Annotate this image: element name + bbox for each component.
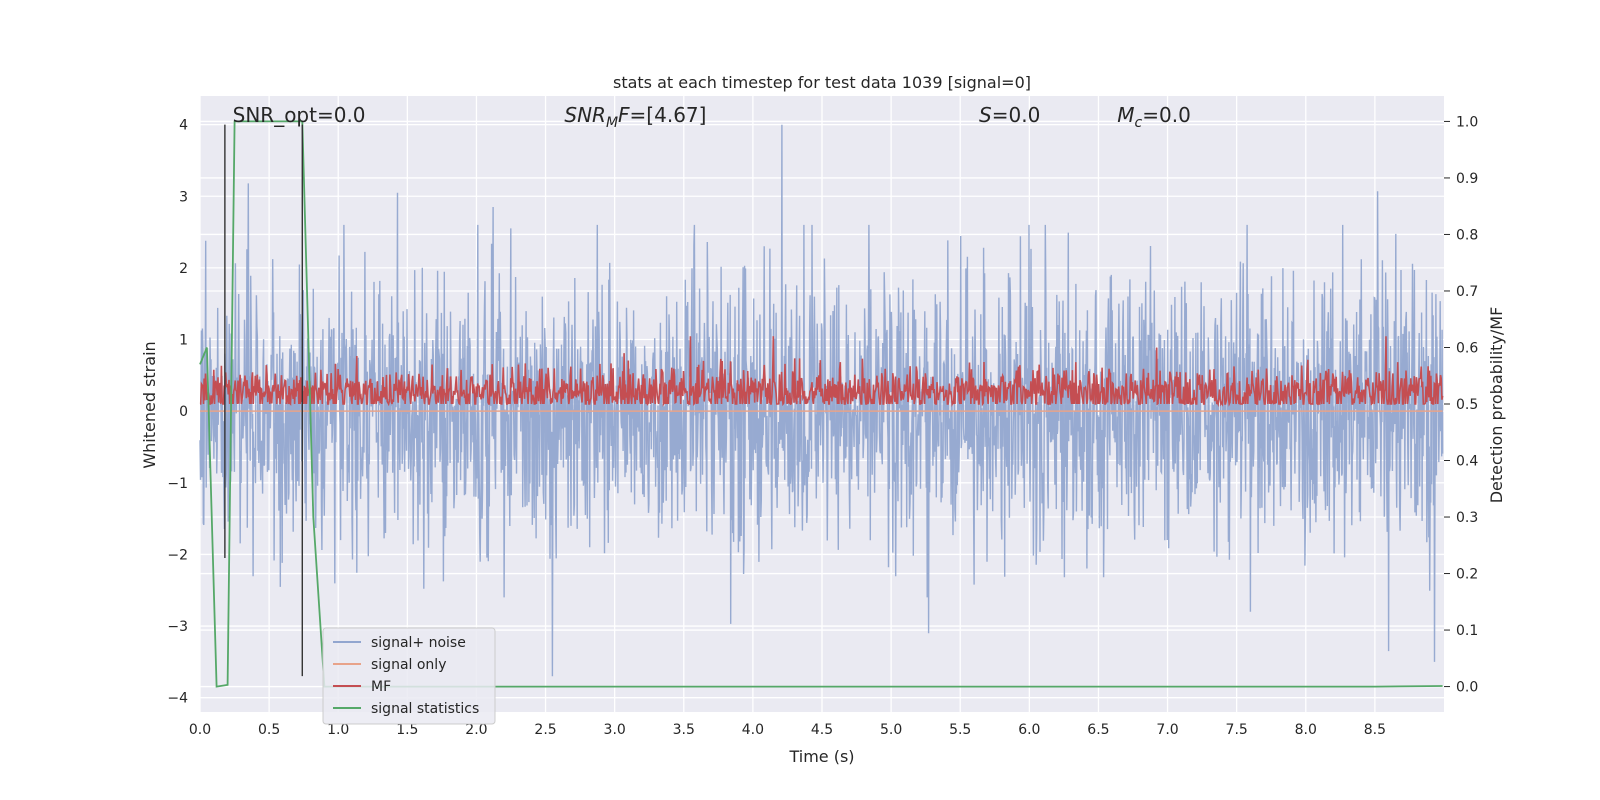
x-axis-label: Time (s) [788,747,854,766]
x-tick-label: 2.5 [534,722,556,738]
annotation-snr-opt: SNR_opt=0.0 [233,103,366,127]
x-tick-label: 7.5 [1226,722,1248,738]
y2-tick-label: 0.2 [1456,567,1478,583]
y2-tick-label: 0.1 [1456,623,1478,639]
y-tick-label: −1 [167,476,188,492]
y-tick-label: 4 [179,118,188,134]
y2-tick-labels: 0.0 0.1 0.2 0.3 0.4 0.5 0.6 0.7 0.8 0.9 1.0 [1444,114,1478,696]
x-tick-label: 6.0 [1018,722,1040,738]
legend-label: MF [371,679,391,695]
x-tick-label: 5.5 [949,722,971,738]
legend-label: signal+ noise [371,635,466,651]
x-tick-label: 3.0 [604,722,626,738]
x-tick-label: 5.0 [880,722,902,738]
y2-tick-label: 0.4 [1456,454,1478,470]
y2-tick-label: 0.7 [1456,284,1478,300]
x-tick-label: 0.0 [189,722,211,738]
y-tick-label: 1 [179,333,188,349]
y2-tick-label: 0.8 [1456,227,1478,243]
chart-title: stats at each timestep for test data 103… [613,73,1031,92]
y-tick-label: −2 [167,547,188,563]
y2-axis-label: Detection probability/MF [1487,307,1506,504]
x-tick-label: 8.5 [1364,722,1386,738]
x-tick-label: 0.5 [258,722,280,738]
y-tick-label: 0 [179,404,188,420]
y-tick-label: −3 [167,619,188,635]
x-tick-label: 1.5 [396,722,418,738]
legend-box [322,627,496,725]
legend-label: signal statistics [371,701,479,717]
annotation-mc-val: Mc=0.0 [1117,103,1191,131]
y2-tick-label: 0.6 [1456,340,1478,356]
y-tick-label: 3 [179,189,188,205]
y-tick-label: −4 [167,691,188,707]
y2-tick-label: 0.3 [1456,510,1478,526]
y2-tick-label: 0.9 [1456,171,1478,187]
y-axis-label: Whitened strain [140,341,159,468]
annotation-s-val: S=0.0 [979,103,1040,127]
y-tick-label: 2 [179,261,188,277]
y2-tick-label: 0.0 [1456,680,1478,696]
legend-label: signal only [371,657,446,673]
x-tick-label: 2.0 [465,722,487,738]
annotation-snr-mf: SNRMF=[4.67] [564,103,706,131]
y-tick-labels: −4 −3 −2 −1 0 1 2 3 4 [167,118,188,707]
x-tick-labels: 0.0 0.5 1.0 1.5 2.0 2.5 3.0 3.5 4.0 4.5 5.0 5.5 6.0 6… [189,722,1386,738]
y2-tick-label: 1.0 [1456,114,1478,130]
annotations: SNR_opt=0.0 SNRMF=[4.67] S=0.0 Mc=0.0 [233,103,1191,131]
x-tick-label: 4.5 [811,722,833,738]
x-tick-label: 6.5 [1087,722,1109,738]
x-tick-label: 8.0 [1295,722,1317,738]
x-tick-label: 3.5 [673,722,695,738]
x-tick-label: 1.0 [327,722,349,738]
series-signal-noise-line [199,124,1444,677]
legend: signal+ noise signal only MF signal statist… [322,627,496,725]
y2-tick-label: 0.5 [1456,397,1478,413]
x-tick-label: 7.0 [1156,722,1178,738]
vertical-markers [224,124,303,677]
x-tick-label: 4.0 [742,722,764,738]
series-mf-line [199,336,1444,408]
